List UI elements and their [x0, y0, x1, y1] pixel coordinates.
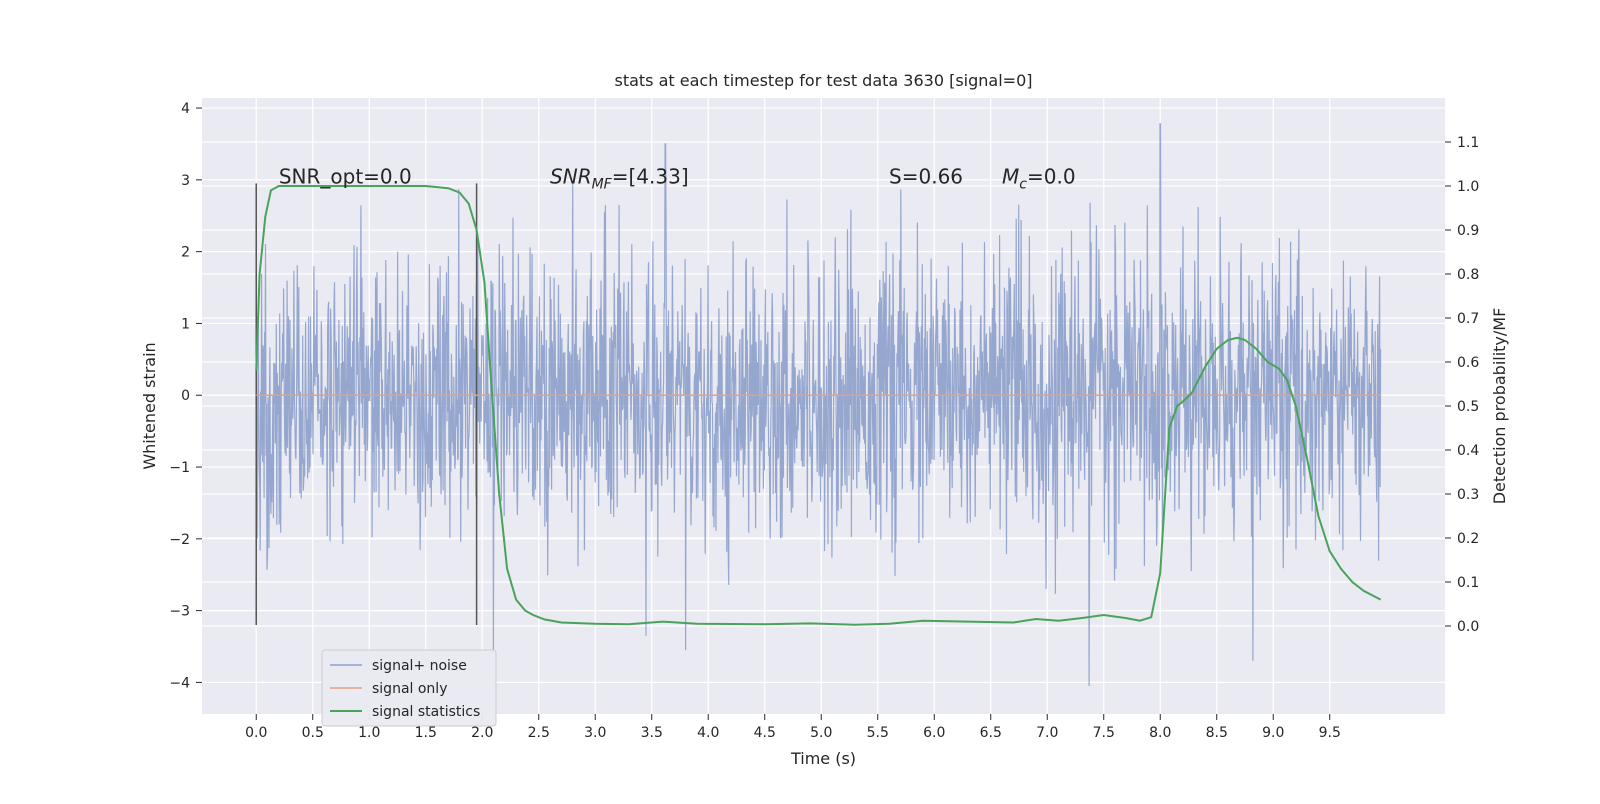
x-tick-label: 0.0 — [245, 725, 267, 741]
noise-line — [255, 123, 1382, 687]
y-tick-label-right: 0.2 — [1457, 531, 1479, 547]
y-tick-label-right: 0.5 — [1457, 399, 1479, 415]
x-tick-label: 7.5 — [1093, 725, 1115, 741]
x-tick-label: 4.0 — [697, 725, 719, 741]
y-tick-label-right: 0.6 — [1457, 355, 1479, 371]
x-tick-label: 4.5 — [754, 725, 776, 741]
y-tick-label-left: 2 — [181, 245, 190, 261]
x-tick-label: 7.0 — [1036, 725, 1058, 741]
legend-label-signal-only: signal only — [372, 681, 447, 697]
legend: signal+ noise signal only signal statist… — [321, 649, 497, 727]
x-tick-label: 8.5 — [1206, 725, 1228, 741]
signal-statistics-series — [255, 185, 1382, 626]
noise-series — [255, 123, 1382, 687]
y-tick-label-left: 3 — [181, 173, 190, 189]
x-tick-label: 2.5 — [528, 725, 550, 741]
y-tick-label-right: 0.3 — [1457, 487, 1479, 503]
x-axis-label: Time (s) — [790, 749, 856, 768]
y-tick-label-right: 0.9 — [1457, 223, 1479, 239]
x-tick-label: 5.0 — [810, 725, 832, 741]
y-tick-label-left: −3 — [169, 604, 190, 620]
x-tick-label: 6.5 — [980, 725, 1002, 741]
y-tick-label-right: 0.1 — [1457, 575, 1479, 591]
annotation-s: S=0.66 — [889, 164, 963, 188]
x-tick-label: 3.0 — [584, 725, 606, 741]
signal-statistics-line — [255, 185, 1382, 626]
x-tick-label: 1.5 — [415, 725, 437, 741]
y-tick-label-right: 1.1 — [1457, 135, 1479, 151]
x-tick-label: 8.0 — [1149, 725, 1171, 741]
vertical-markers — [255, 183, 478, 625]
x-tick-label: 6.0 — [923, 725, 945, 741]
axes: 0.0 0.5 1.0 1.5 2.0 2.5 3.0 3.5 4.0 4.5 5.0 5.5 6.0 6… — [169, 101, 1479, 741]
annotation-snr-opt: SNR_opt=0.0 — [279, 164, 412, 188]
x-tick-label: 3.5 — [641, 725, 663, 741]
x-tick-label: 9.5 — [1319, 725, 1341, 741]
x-tick-label: 1.0 — [358, 725, 380, 741]
x-tick-label: 5.5 — [867, 725, 889, 741]
y-tick-label-left: 0 — [181, 388, 190, 404]
y-tick-label-right: 0.0 — [1457, 619, 1479, 635]
y-tick-label-left: −2 — [169, 532, 190, 548]
x-tick-label: 0.5 — [302, 725, 324, 741]
y-axis-label-left: Whitened strain — [140, 342, 159, 469]
legend-box — [321, 649, 497, 727]
y-tick-label-right: 0.8 — [1457, 267, 1479, 283]
x-tick-label: 9.0 — [1262, 725, 1284, 741]
annotation-snr-mf: SNRMF=[4.33] — [550, 164, 689, 192]
y-tick-label-right: 0.7 — [1457, 311, 1479, 327]
legend-label-signal-statistics: signal statistics — [372, 704, 480, 720]
chart-title: stats at each timestep for test data 363… — [614, 71, 1032, 90]
y-tick-label-left: 4 — [181, 101, 190, 117]
y-axis-label-right: Detection probability/MF — [1490, 308, 1509, 505]
y-tick-label-left: −4 — [169, 675, 190, 691]
y-tick-label-right: 0.4 — [1457, 443, 1479, 459]
y-tick-label-left: −1 — [169, 460, 190, 476]
y-tick-label-right: 1.0 — [1457, 179, 1479, 195]
annotations: SNR_opt=0.0 SNRMF=[4.33] S=0.66 Mc=0.0 — [279, 164, 1076, 192]
y-tick-label-left: 1 — [181, 316, 190, 332]
legend-label-signal-noise: signal+ noise — [372, 658, 467, 674]
annotation-mc: Mc=0.0 — [1002, 164, 1076, 192]
x-tick-label: 2.0 — [471, 725, 493, 741]
